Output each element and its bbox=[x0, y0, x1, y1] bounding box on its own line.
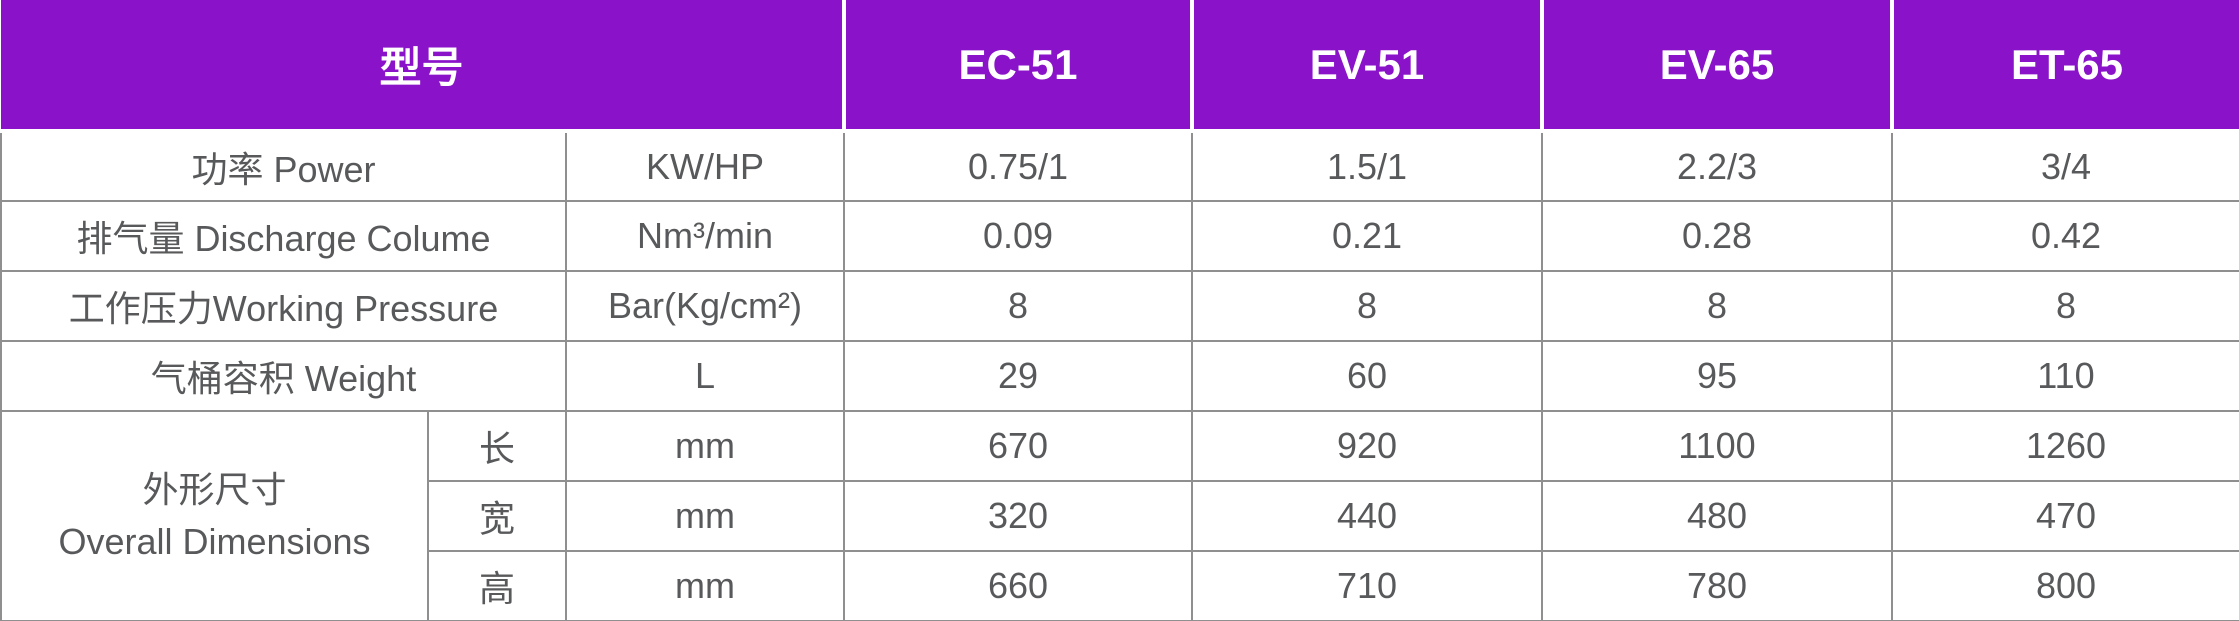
dimension-label-en: Overall Dimensions bbox=[58, 521, 371, 562]
spec-row-discharge: 排气量 Discharge Colume Nm³/min 0.09 0.21 0… bbox=[0, 200, 2239, 272]
dimension-sub-label: 高 bbox=[427, 550, 567, 621]
row-unit: KW/HP bbox=[565, 130, 845, 202]
value-cell: 0.09 bbox=[843, 200, 1193, 272]
spec-row-power: 功率 Power KW/HP 0.75/1 1.5/1 2.2/3 3/4 bbox=[0, 130, 2239, 202]
value-cell: 440 bbox=[1191, 480, 1543, 552]
spec-row-pressure: 工作压力Working Pressure Bar(Kg/cm²) 8 8 8 8 bbox=[0, 270, 2239, 342]
value-cell: 0.75/1 bbox=[843, 130, 1193, 202]
column-header-ev51: EV-51 bbox=[1190, 0, 1542, 133]
value-cell: 320 bbox=[843, 480, 1193, 552]
dimension-sub-label: 宽 bbox=[427, 480, 567, 552]
value-cell: 470 bbox=[1891, 480, 2239, 552]
value-cell: 110 bbox=[1891, 340, 2239, 412]
value-cell: 660 bbox=[843, 550, 1193, 621]
spec-row-length: 外形尺寸 Overall Dimensions 长 mm 670 920 110… bbox=[0, 410, 2239, 621]
spec-row-height: 高 mm 660 710 780 800 bbox=[1, 550, 2239, 621]
value-cell: 480 bbox=[1541, 480, 1893, 552]
column-header-et65: ET-65 bbox=[1890, 0, 2239, 133]
row-unit: L bbox=[565, 340, 845, 412]
column-header-ec51: EC-51 bbox=[842, 0, 1192, 133]
column-header-ev65: EV-65 bbox=[1540, 0, 1892, 133]
spec-row-width: 宽 mm 320 440 480 470 bbox=[1, 480, 2239, 552]
value-cell: 95 bbox=[1541, 340, 1893, 412]
value-cell: 60 bbox=[1191, 340, 1543, 412]
dimension-label-zh: 外形尺寸 bbox=[142, 468, 287, 510]
row-unit: mm bbox=[565, 550, 845, 621]
row-label: 工作压力Working Pressure bbox=[0, 270, 567, 342]
value-cell: 780 bbox=[1541, 550, 1893, 621]
value-cell: 710 bbox=[1191, 550, 1543, 621]
value-cell: 1100 bbox=[1541, 410, 1893, 482]
model-header-label: 型号 bbox=[1, 0, 844, 133]
value-cell: 2.2/3 bbox=[1541, 130, 1893, 202]
value-cell: 1260 bbox=[1891, 410, 2239, 482]
row-unit: mm bbox=[565, 480, 845, 552]
spec-row-tank-volume: 气桶容积 Weight L 29 60 95 110 bbox=[0, 340, 2239, 412]
row-unit: Bar(Kg/cm²) bbox=[565, 270, 845, 342]
value-cell: 8 bbox=[1191, 270, 1543, 342]
dimension-group-label: 外形尺寸 Overall Dimensions bbox=[0, 410, 429, 621]
row-label: 排气量 Discharge Colume bbox=[0, 200, 567, 272]
value-cell: 8 bbox=[1891, 270, 2239, 342]
dimension-sub-label: 长 bbox=[427, 410, 567, 482]
value-cell: 0.21 bbox=[1191, 200, 1543, 272]
row-label: 气桶容积 Weight bbox=[0, 340, 567, 412]
value-cell: 920 bbox=[1191, 410, 1543, 482]
header-row: 型号 EC-51 EV-51 EV-65 ET-65 bbox=[1, 0, 2239, 133]
row-unit: Nm³/min bbox=[565, 200, 845, 272]
value-cell: 8 bbox=[1541, 270, 1893, 342]
value-cell: 29 bbox=[843, 340, 1193, 412]
value-cell: 0.28 bbox=[1541, 200, 1893, 272]
value-cell: 0.42 bbox=[1891, 200, 2239, 272]
value-cell: 670 bbox=[843, 410, 1193, 482]
row-unit: mm bbox=[565, 410, 845, 482]
value-cell: 3/4 bbox=[1891, 130, 2239, 202]
value-cell: 1.5/1 bbox=[1191, 130, 1543, 202]
value-cell: 8 bbox=[843, 270, 1193, 342]
row-label: 功率 Power bbox=[0, 130, 567, 202]
value-cell: 800 bbox=[1891, 550, 2239, 621]
